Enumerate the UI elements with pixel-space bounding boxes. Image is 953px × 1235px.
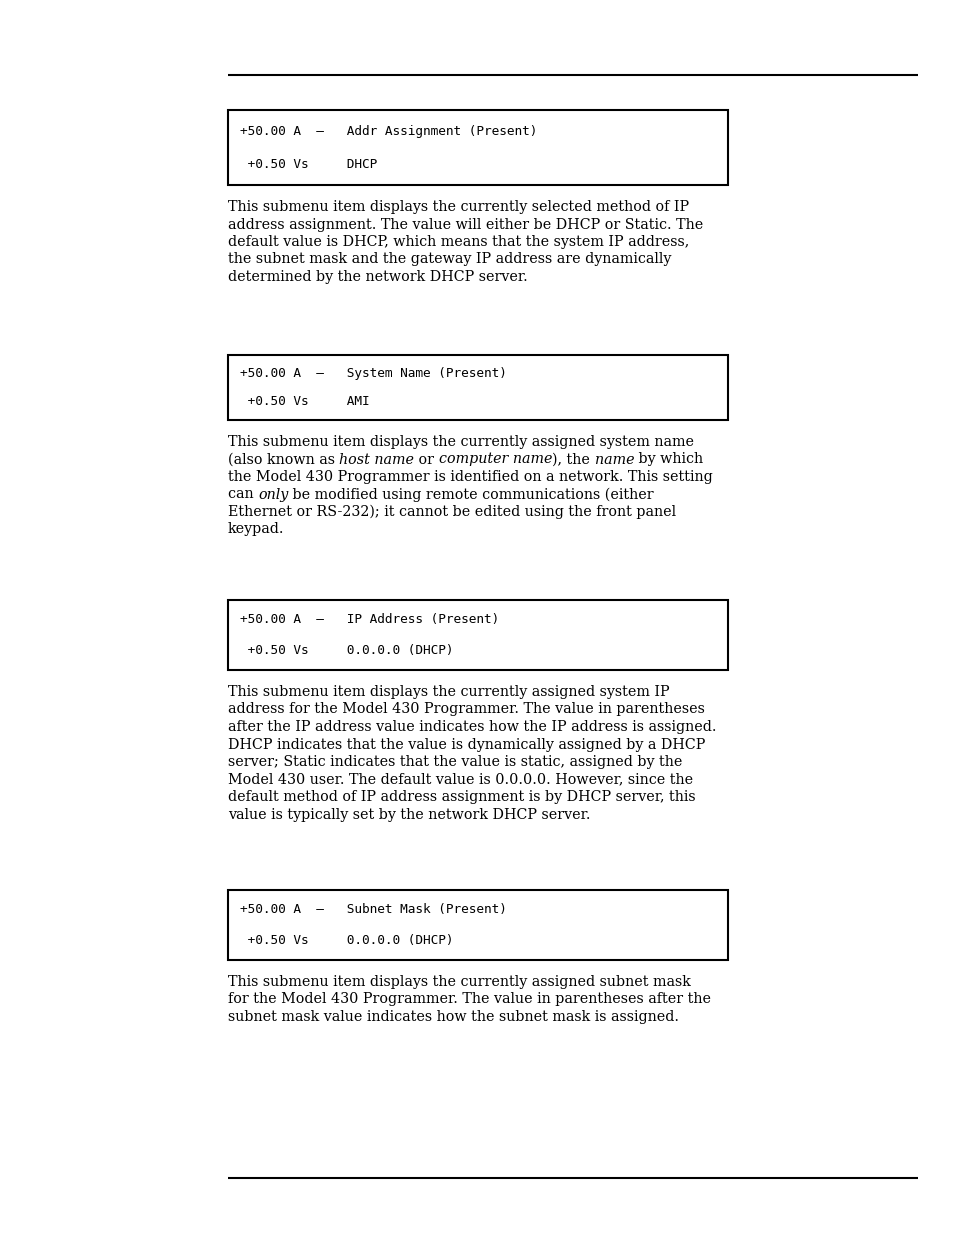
Text: This submenu item displays the currently assigned system name: This submenu item displays the currently… — [228, 435, 693, 450]
Text: name: name — [594, 452, 634, 467]
Text: host name: host name — [339, 452, 414, 467]
Text: This submenu item displays the currently assigned subnet mask: This submenu item displays the currently… — [228, 974, 690, 989]
Text: the Model 430 Programmer is identified on a network. This setting: the Model 430 Programmer is identified o… — [228, 471, 712, 484]
Text: determined by the network DHCP server.: determined by the network DHCP server. — [228, 270, 527, 284]
Text: +50.00 A  –   System Name (Present): +50.00 A – System Name (Present) — [240, 367, 506, 379]
Text: computer name: computer name — [438, 452, 552, 467]
Text: +50.00 A  –   Addr Assignment (Present): +50.00 A – Addr Assignment (Present) — [240, 125, 537, 137]
Text: +50.00 A  –   IP Address (Present): +50.00 A – IP Address (Present) — [240, 613, 498, 626]
Text: +0.50 Vs     0.0.0.0 (DHCP): +0.50 Vs 0.0.0.0 (DHCP) — [240, 934, 453, 947]
Bar — [228, 110, 727, 185]
Text: Ethernet or RS-232); it cannot be edited using the front panel: Ethernet or RS-232); it cannot be edited… — [228, 505, 676, 520]
Bar — [228, 890, 727, 960]
Text: address assignment. The value will either be DHCP or Static. The: address assignment. The value will eithe… — [228, 217, 702, 231]
Text: Model 430 user. The default value is 0.0.0.0. However, since the: Model 430 user. The default value is 0.0… — [228, 773, 693, 787]
Text: +0.50 Vs     DHCP: +0.50 Vs DHCP — [240, 158, 376, 170]
Text: address for the Model 430 Programmer. The value in parentheses: address for the Model 430 Programmer. Th… — [228, 703, 704, 716]
Text: can: can — [228, 488, 258, 501]
Text: keypad.: keypad. — [228, 522, 284, 536]
Text: This submenu item displays the currently assigned system IP: This submenu item displays the currently… — [228, 685, 669, 699]
Text: +0.50 Vs     0.0.0.0 (DHCP): +0.50 Vs 0.0.0.0 (DHCP) — [240, 643, 453, 657]
Text: This submenu item displays the currently selected method of IP: This submenu item displays the currently… — [228, 200, 688, 214]
Text: after the IP address value indicates how the IP address is assigned.: after the IP address value indicates how… — [228, 720, 716, 734]
Text: +50.00 A  –   Subnet Mask (Present): +50.00 A – Subnet Mask (Present) — [240, 903, 506, 916]
Text: +0.50 Vs     AMI: +0.50 Vs AMI — [240, 395, 369, 409]
Bar — [228, 600, 727, 671]
Text: DHCP indicates that the value is dynamically assigned by a DHCP: DHCP indicates that the value is dynamic… — [228, 737, 704, 752]
Text: value is typically set by the network DHCP server.: value is typically set by the network DH… — [228, 808, 590, 821]
Text: or: or — [414, 452, 438, 467]
Text: be modified using remote communications (either: be modified using remote communications … — [288, 488, 654, 501]
Text: default value is DHCP, which means that the system IP address,: default value is DHCP, which means that … — [228, 235, 688, 249]
Text: default method of IP address assignment is by DHCP server, this: default method of IP address assignment … — [228, 790, 695, 804]
Text: ), the: ), the — [552, 452, 594, 467]
Text: (also known as: (also known as — [228, 452, 339, 467]
Text: for the Model 430 Programmer. The value in parentheses after the: for the Model 430 Programmer. The value … — [228, 993, 710, 1007]
Text: subnet mask value indicates how the subnet mask is assigned.: subnet mask value indicates how the subn… — [228, 1010, 679, 1024]
Text: only: only — [258, 488, 288, 501]
Text: the subnet mask and the gateway IP address are dynamically: the subnet mask and the gateway IP addre… — [228, 252, 671, 267]
Text: by which: by which — [634, 452, 702, 467]
Bar — [228, 354, 727, 420]
Text: server; Static indicates that the value is static, assigned by the: server; Static indicates that the value … — [228, 755, 681, 769]
